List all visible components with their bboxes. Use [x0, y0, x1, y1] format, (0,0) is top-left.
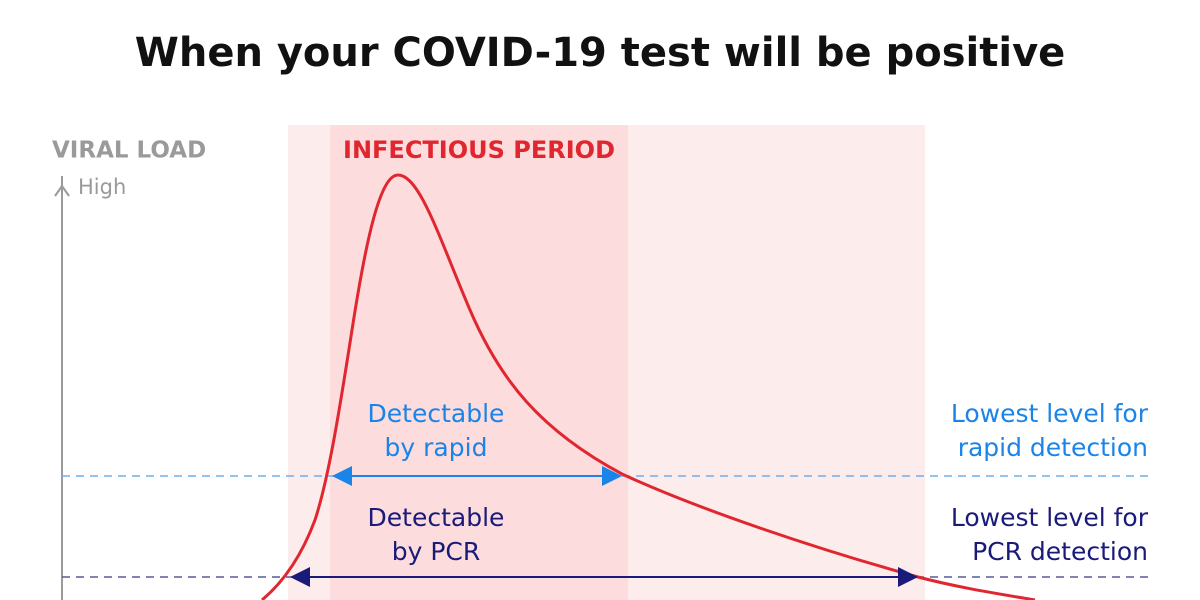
rapid-detectable: Detectable — [368, 399, 505, 428]
pcr-detectable: by PCR — [392, 537, 481, 566]
rapid-threshold-label: rapid detection — [958, 433, 1148, 462]
pcr-threshold-label: Lowest level for — [951, 503, 1149, 532]
y-axis-label: VIRAL LOAD — [52, 138, 206, 164]
viral-load-curve — [261, 173, 1036, 600]
pcr-threshold-label: PCR detection — [972, 537, 1148, 566]
pcr-detectable: Detectable — [368, 503, 505, 532]
rapid-detectable: by rapid — [385, 433, 488, 462]
infectious-band — [330, 125, 628, 600]
title: When your COVID-19 test will be positive — [135, 30, 1066, 76]
rapid-threshold-label: Lowest level for — [951, 399, 1149, 428]
y-axis-high: High — [78, 175, 126, 199]
period-label: INFECTIOUS PERIOD — [343, 136, 615, 164]
y-arrow — [54, 185, 70, 197]
